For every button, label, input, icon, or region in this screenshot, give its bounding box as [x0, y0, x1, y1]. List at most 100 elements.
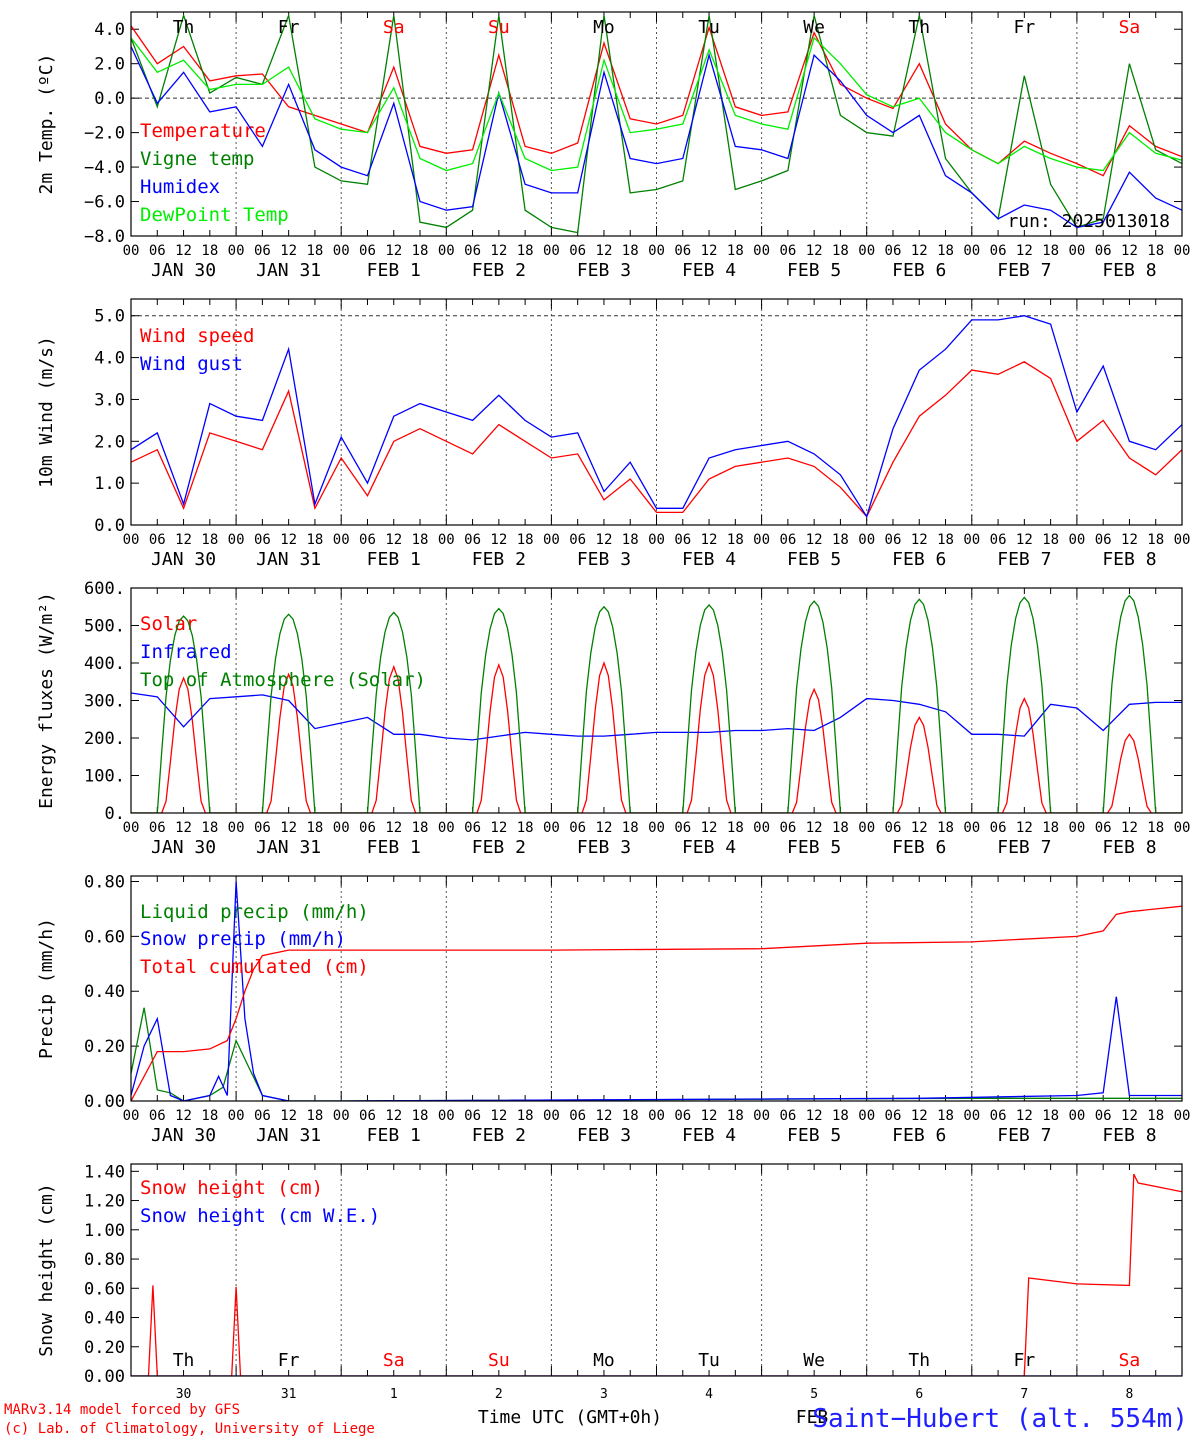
x-date-label: FEB 8 [1102, 837, 1156, 858]
y-tick-label: 600. [84, 579, 125, 599]
x-hour-label: 18 [412, 243, 429, 259]
y-tick-label: 1.20 [84, 1192, 125, 1212]
x-hour-label: 18 [201, 1108, 218, 1124]
x-date-label: FEB 3 [577, 549, 631, 570]
weekday-label: Mo [593, 1350, 615, 1371]
x-hour-label: 06 [674, 820, 691, 836]
x-hour-label: 00 [753, 243, 770, 259]
y-tick-label: 0.20 [84, 1037, 125, 1057]
x-hour-label: 12 [175, 243, 192, 259]
y-tick-label: 2.0 [94, 432, 125, 452]
x-hour-label: 00 [1174, 243, 1191, 259]
x-hour-label: 00 [228, 1108, 245, 1124]
series-line-snow-height-cm [131, 1173, 1182, 1376]
x-date-label: FEB 1 [367, 260, 421, 281]
plot-frame [130, 587, 1183, 814]
x-date-label: FEB 4 [682, 260, 736, 281]
y-tick-label: 0.40 [84, 982, 125, 1002]
x-hour-label: 18 [622, 532, 639, 548]
station-title: Saint−Hubert (alt. 554m) [812, 1404, 1188, 1434]
x-hour-label: 06 [885, 1108, 902, 1124]
weekday-label: Tu [698, 17, 720, 38]
legend-entry: Temperature [140, 120, 266, 142]
x-hour-label: 00 [1174, 532, 1191, 548]
x-date-label: FEB 8 [1102, 549, 1156, 570]
x-date-label: FEB 2 [472, 260, 526, 281]
x-hour-label: 18 [517, 1108, 534, 1124]
y-axis-label: Precip (mm/h) [36, 918, 57, 1059]
x-hour-label: 06 [359, 820, 376, 836]
x-hour-label: 12 [1121, 1108, 1138, 1124]
weekday-label: Th [908, 1350, 930, 1371]
day-number-label: 8 [1126, 1387, 1134, 1402]
x-hour-label: 00 [963, 243, 980, 259]
series-line-temperature [131, 25, 1182, 177]
y-tick-label: 0.0 [94, 89, 125, 109]
x-date-label: FEB 5 [787, 549, 841, 570]
x-date-label: FEB 1 [367, 1125, 421, 1146]
weekday-label: Th [908, 17, 930, 38]
x-hour-label: 18 [832, 820, 849, 836]
day-number-label: 2 [495, 1387, 503, 1402]
x-hour-label: 06 [1095, 1108, 1112, 1124]
legend-entry: DewPoint Temp [140, 204, 289, 226]
x-hour-label: 06 [254, 532, 271, 548]
x-date-label: FEB 1 [367, 549, 421, 570]
x-hour-label: 00 [123, 820, 140, 836]
weekday-label: Tu [698, 1350, 720, 1371]
x-date-label: FEB 7 [997, 549, 1051, 570]
x-date-label: JAN 30 [151, 260, 216, 281]
x-hour-label: 12 [385, 532, 402, 548]
legend-entry: Wind speed [140, 325, 254, 347]
x-hour-label: 06 [464, 532, 481, 548]
x-date-label: FEB 6 [892, 1125, 946, 1146]
y-tick-label: −8.0 [84, 227, 125, 247]
panel-2: 5.0 4.0 3.0 2.0 1.0 0.0 10m Wind (m/s) Wind spe… [36, 298, 1191, 570]
y-tick-label: 4.0 [94, 20, 125, 40]
weekday-label: Su [488, 17, 510, 38]
y-tick-label: 0.60 [84, 1279, 125, 1299]
x-hour-label: 00 [543, 820, 560, 836]
x-hour-label: 00 [438, 243, 455, 259]
x-date-label: JAN 31 [256, 549, 321, 570]
x-date-label: FEB 5 [787, 837, 841, 858]
x-date-label: FEB 2 [472, 1125, 526, 1146]
x-hour-label: 18 [937, 1108, 954, 1124]
x-hour-label: 18 [727, 820, 744, 836]
x-hour-label: 00 [753, 1108, 770, 1124]
y-axis-label: Snow height (cm) [36, 1183, 57, 1356]
x-hour-label: 00 [543, 532, 560, 548]
x-hour-label: 06 [254, 243, 271, 259]
x-hour-label: 00 [648, 1108, 665, 1124]
x-hour-label: 00 [858, 532, 875, 548]
x-hour-label: 06 [464, 1108, 481, 1124]
x-hour-label: 06 [569, 532, 586, 548]
series-line-wind-speed [131, 361, 1182, 518]
x-hour-label: 00 [858, 1108, 875, 1124]
y-tick-label: 0.20 [84, 1338, 125, 1358]
legend-entry: Snow precip (mm/h) [140, 928, 346, 950]
x-hour-label: 12 [385, 1108, 402, 1124]
x-hour-label: 12 [490, 243, 507, 259]
x-date-label: FEB 8 [1102, 1125, 1156, 1146]
panel-5: 1.40 1.20 1.00 0.80 0.60 0.40 0.20 0.00 Snow hei… [36, 1162, 1183, 1402]
x-hour-label: 00 [648, 532, 665, 548]
x-date-label: FEB 7 [997, 837, 1051, 858]
x-hour-label: 12 [280, 532, 297, 548]
legend-entry: Snow height (cm W.E.) [140, 1205, 380, 1227]
x-date-label: FEB 4 [682, 549, 736, 570]
x-hour-label: 12 [1016, 243, 1033, 259]
x-date-label: FEB 2 [472, 549, 526, 570]
x-date-label: FEB 6 [892, 260, 946, 281]
day-number-label: 7 [1020, 1387, 1028, 1402]
x-hour-label: 00 [438, 1108, 455, 1124]
x-hour-label: 18 [306, 820, 323, 836]
panel-3: 600. 500. 400. 300. 200. 100. 0. Energy fluxes … [36, 579, 1190, 858]
x-hour-label: 18 [306, 1108, 323, 1124]
legend-entry: Vigne temp [140, 148, 254, 170]
x-hour-label: 18 [517, 820, 534, 836]
y-tick-label: 0.80 [84, 1250, 125, 1270]
x-hour-label: 00 [963, 1108, 980, 1124]
x-hour-label: 18 [517, 532, 534, 548]
x-hour-label: 12 [385, 820, 402, 836]
